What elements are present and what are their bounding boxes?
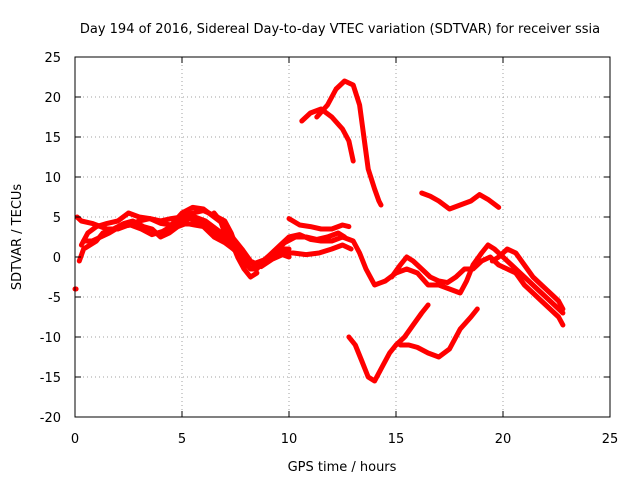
x-tick-label: 15	[388, 432, 405, 447]
series-track-8	[286, 216, 352, 232]
y-tick-label: 10	[44, 171, 61, 186]
y-tick-label: -10	[40, 331, 61, 346]
series-track-9	[299, 106, 356, 164]
y-tick-label: 25	[44, 51, 61, 66]
x-tick-label: 5	[178, 432, 186, 447]
y-tick-labels: -20 -15 -10 -5 0 5 10 15 20 25	[40, 51, 61, 426]
x-tick-labels: 0 5 10 15 20 25	[71, 432, 618, 447]
series-track-14	[389, 254, 566, 328]
x-axis-title: GPS time / hours	[288, 460, 397, 475]
x-tick-label: 0	[71, 432, 79, 447]
y-axis-title: SDTVAR / TECUs	[10, 184, 25, 291]
axis-ticks	[74, 56, 611, 418]
series-track-15	[489, 246, 566, 312]
y-tick-label: 0	[53, 251, 61, 266]
y-tick-label: -5	[48, 291, 61, 306]
y-tick-label: 5	[53, 211, 61, 226]
data-series	[72, 78, 566, 384]
series-track-11	[346, 302, 431, 384]
y-tick-label: 15	[44, 131, 61, 146]
x-tick-label: 20	[495, 432, 512, 447]
series-track-6	[190, 218, 354, 266]
y-tick-label: 20	[44, 91, 61, 106]
series-track-5	[81, 214, 348, 268]
grid-lines	[75, 57, 610, 417]
series-track-7	[211, 210, 260, 280]
chart-title: Day 194 of 2016, Sidereal Day-to-day VTE…	[80, 22, 600, 37]
x-tick-label: 25	[602, 432, 619, 447]
series-track-10	[314, 78, 384, 208]
y-tick-label: -15	[40, 371, 61, 386]
series-track-12	[397, 306, 480, 360]
y-tick-label: -20	[40, 411, 61, 426]
x-tick-label: 10	[281, 432, 298, 447]
series-track-13	[419, 190, 502, 212]
plot-frame	[74, 56, 611, 418]
